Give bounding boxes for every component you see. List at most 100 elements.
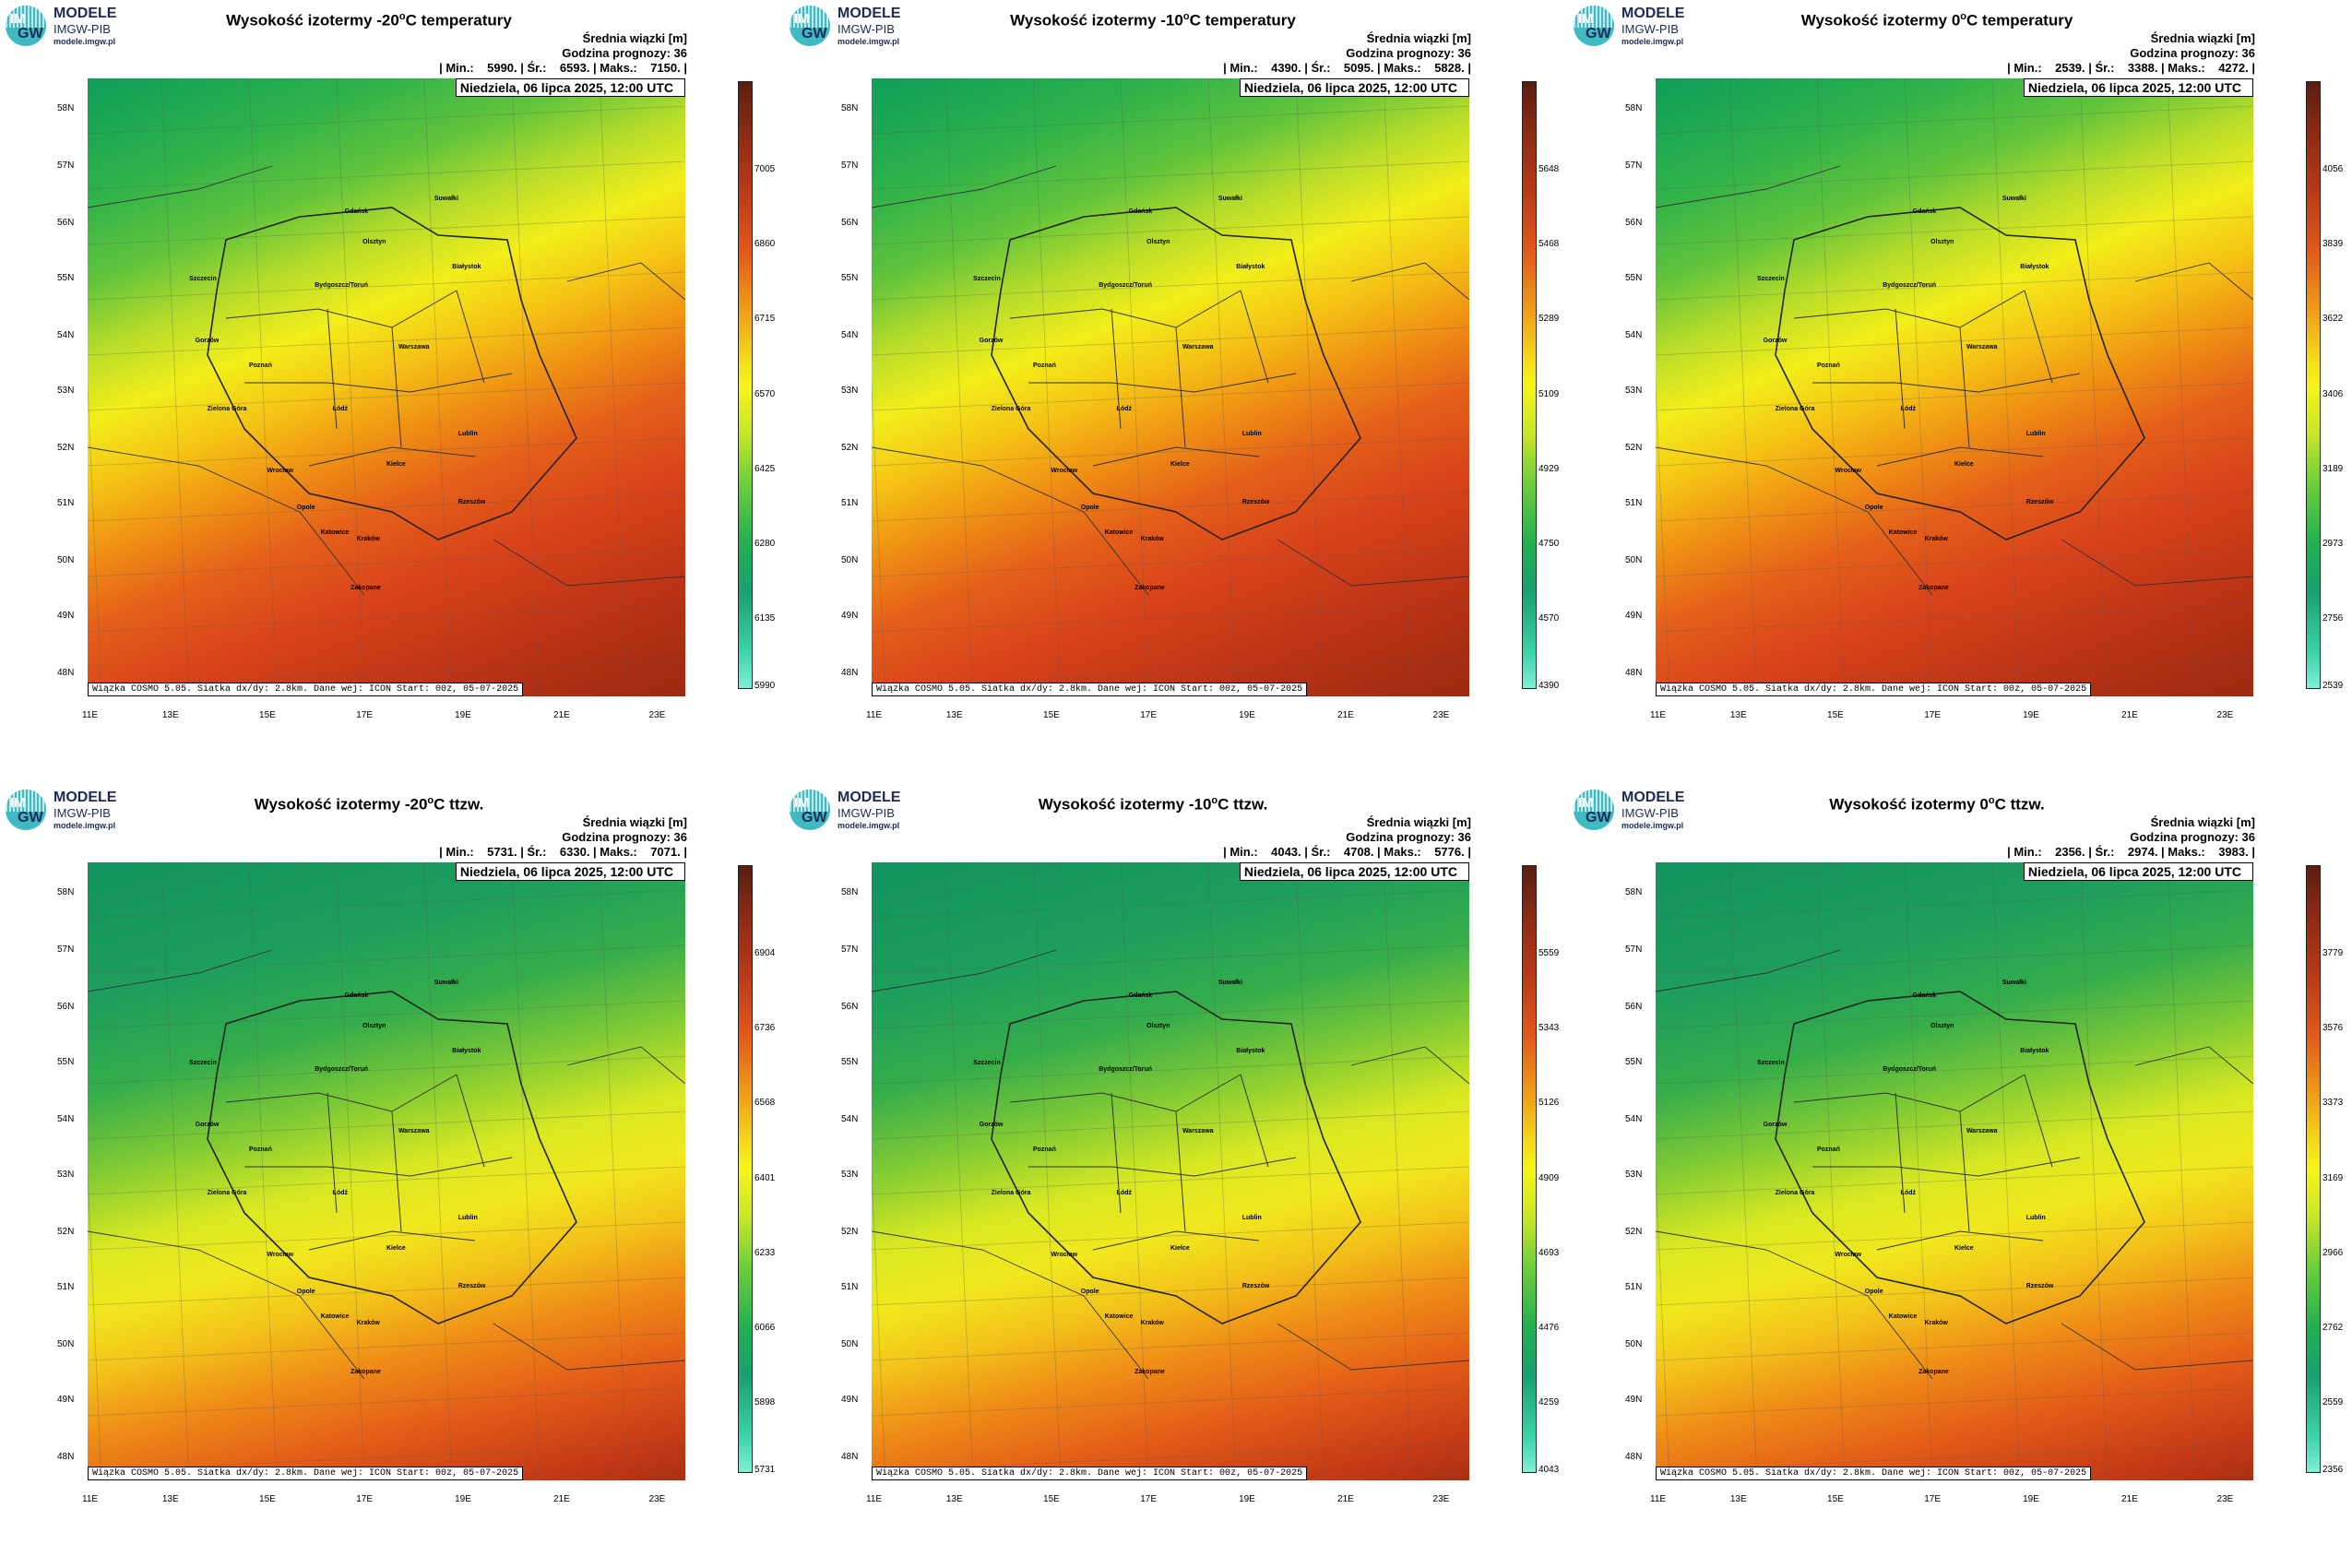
- city-label: Zakopane: [1134, 585, 1165, 592]
- latitude-label: 54N: [1625, 1113, 1643, 1124]
- mean-label: Średnia wiązki [m]: [1366, 815, 1471, 829]
- forecast-date: Niedziela, 06 lipca 2025, 12:00 UTC: [1239, 862, 1469, 881]
- logo-url: modele.imgw.pl: [1621, 821, 1684, 830]
- model-info: Wiązka COSMO 5.05. Siatka dx/dy: 2.8km. …: [1656, 683, 2092, 696]
- city-label: Rzeszów: [457, 498, 486, 505]
- color-scale-tick: 4476: [1538, 1323, 1560, 1333]
- city-label: Warszawa: [1966, 344, 1998, 351]
- latitude-label: 50N: [1625, 554, 1643, 565]
- color-scale-tick: 6425: [754, 463, 776, 474]
- color-scale: [738, 81, 753, 689]
- city-label: Warszawa: [398, 344, 430, 351]
- latitude-label: 56N: [57, 1001, 75, 1012]
- longitude-label: 21E: [1337, 1494, 1354, 1504]
- forecast-hour: Godzina prognozy: 36: [1346, 830, 1471, 844]
- logo-subtitle: IMGW-PIB: [53, 22, 111, 36]
- city-label: Opole: [296, 1289, 315, 1296]
- city-label: Wrocław: [1051, 468, 1078, 475]
- city-label: Poznań: [248, 1146, 272, 1154]
- logo-subtitle: IMGW-PIB: [1621, 22, 1679, 36]
- city-label: Gdańsk: [344, 208, 369, 215]
- latitude-label: 57N: [841, 944, 859, 956]
- latitude-label: 57N: [1625, 944, 1643, 956]
- color-scale-tick: 4043: [1538, 1465, 1560, 1475]
- map-area: Gdańsk Suwałki Olsztyn Szczecin Bydgoszcz/To…: [88, 862, 685, 1480]
- logo-title: MODELE: [53, 790, 117, 805]
- city-label: Zakopane: [1918, 585, 1949, 592]
- city-label: Katowice: [320, 1313, 350, 1321]
- color-scale-tick: 5648: [1538, 164, 1560, 174]
- city-label: Zielona Góra: [991, 406, 1031, 413]
- model-info: Wiązka COSMO 5.05. Siatka dx/dy: 2.8km. …: [872, 1467, 1308, 1480]
- stats-block: Średnia wiązki [m] Godzina prognozy: 36 …: [1223, 815, 1471, 860]
- latitude-label: 49N: [1625, 1394, 1643, 1405]
- city-label: Wrocław: [1835, 468, 1862, 475]
- longitude-label: 11E: [82, 710, 99, 720]
- color-scale-tick: 2762: [2322, 1323, 2344, 1333]
- city-label: Szczecin: [973, 1060, 1001, 1067]
- latitude-label: 58N: [841, 887, 859, 898]
- logo-url: modele.imgw.pl: [837, 37, 900, 46]
- latitude-label: 55N: [841, 273, 859, 284]
- mean-label: Średnia wiązki [m]: [582, 31, 687, 45]
- longitude-label: 21E: [1337, 710, 1354, 720]
- panel-title: Wysokość izotermy -10oC ttzw.: [1038, 795, 1268, 814]
- logo-gw: GW: [1586, 810, 1611, 826]
- city-label: Szczecin: [189, 276, 217, 283]
- longitude-label: 13E: [1729, 1494, 1747, 1504]
- color-scale-tick: 5468: [1538, 239, 1560, 250]
- logo-gw: GW: [1586, 26, 1611, 42]
- city-label: Olsztyn: [362, 1023, 386, 1030]
- color-scale-tick: 3189: [2322, 463, 2344, 474]
- longitude-label: 15E: [1043, 1494, 1060, 1504]
- logo-emblem: IM GW: [1574, 790, 1614, 830]
- forecast-date: Niedziela, 06 lipca 2025, 12:00 UTC: [455, 862, 685, 881]
- city-label: Gdańsk: [1128, 992, 1153, 999]
- color-scale-tick: 3839: [2322, 239, 2344, 250]
- title-suffix: C ttzw.: [1218, 795, 1268, 814]
- longitude-label: 13E: [945, 710, 963, 720]
- city-label: Gorzów: [195, 338, 220, 345]
- latitude-label: 52N: [57, 442, 75, 453]
- city-label: Gorzów: [979, 338, 1004, 345]
- logo-emblem: IM GW: [1574, 6, 1614, 46]
- stats-line: | Min.: 5990. | Śr.: 6593. | Maks.: 7150…: [439, 61, 687, 75]
- latitude-label: 50N: [57, 554, 75, 565]
- longitude-label: 19E: [455, 710, 471, 720]
- map-overlay: [88, 862, 685, 1480]
- longitude-label: 21E: [553, 710, 570, 720]
- latitude-label: 48N: [57, 1451, 75, 1462]
- latitude-label: 55N: [57, 273, 75, 284]
- forecast-date: Niedziela, 06 lipca 2025, 12:00 UTC: [2023, 862, 2253, 881]
- logo-emblem: IM GW: [6, 790, 46, 830]
- longitude-label: 11E: [82, 1494, 99, 1504]
- latitude-label: 58N: [1625, 103, 1643, 114]
- city-label: Zakopane: [350, 1369, 381, 1376]
- color-scale-tick: 4390: [1538, 681, 1560, 691]
- longitude-label: 11E: [1650, 1494, 1667, 1504]
- logo-title: MODELE: [1621, 6, 1685, 21]
- city-label: Bydgoszcz/Toruń: [1883, 1066, 1937, 1074]
- color-scale-tick: 6715: [754, 314, 776, 325]
- latitude-label: 55N: [1625, 273, 1643, 284]
- title-prefix: Wysokość izotermy -10: [1010, 11, 1183, 30]
- latitude-label: 57N: [57, 944, 75, 956]
- longitude-label: 17E: [1140, 1494, 1158, 1504]
- panel-title: Wysokość izotermy -20oC ttzw.: [254, 795, 484, 814]
- latitude-label: 53N: [1625, 1170, 1643, 1180]
- imgw-logo: IM GW MODELE IMGW-PIB modele.imgw.pl: [6, 788, 144, 834]
- city-label: Katowice: [1104, 1313, 1134, 1321]
- longitude-label: 15E: [1827, 1494, 1844, 1504]
- longitude-label: 15E: [259, 710, 276, 720]
- latitude-label: 53N: [841, 1170, 859, 1180]
- city-label: Bydgoszcz/Toruń: [315, 282, 369, 290]
- city-label: Kielce: [386, 1245, 406, 1253]
- longitude-label: 23E: [2216, 1494, 2234, 1504]
- city-label: Gdańsk: [1912, 208, 1937, 215]
- logo-im: IM: [10, 11, 26, 27]
- logo-emblem: IM GW: [790, 6, 830, 46]
- city-label: Katowice: [1104, 529, 1134, 537]
- city-label: Zielona Góra: [991, 1190, 1031, 1197]
- color-scale-tick: 2966: [2322, 1247, 2344, 1258]
- latitude-label: 54N: [841, 329, 859, 340]
